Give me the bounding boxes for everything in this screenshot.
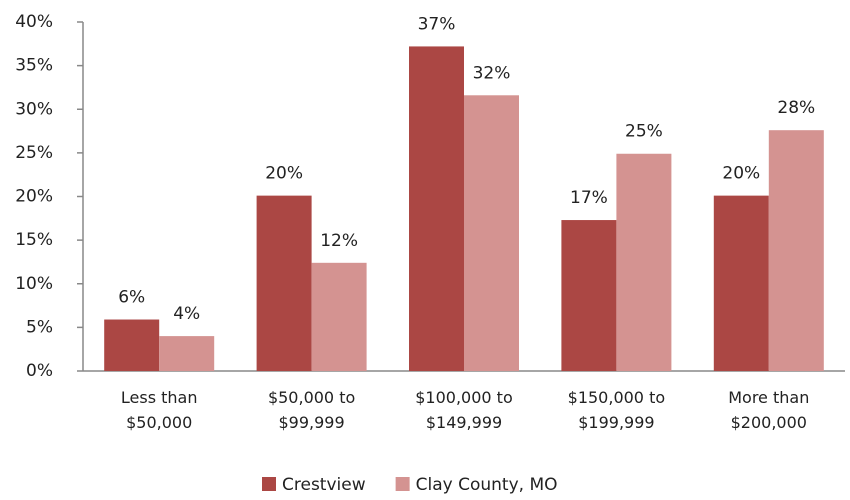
legend-swatch bbox=[262, 477, 276, 491]
legend-label: Clay County, MO bbox=[416, 475, 558, 495]
y-tick-label: 35% bbox=[15, 56, 53, 76]
bar bbox=[256, 195, 312, 371]
y-tick-label: 25% bbox=[15, 143, 53, 163]
bar bbox=[311, 262, 367, 371]
y-tick-label: 15% bbox=[15, 230, 53, 250]
data-label: 4% bbox=[173, 304, 200, 324]
x-tick-label: $50,000 to $99,999 bbox=[267, 388, 356, 432]
data-label: 20% bbox=[265, 164, 303, 184]
bar bbox=[713, 195, 769, 371]
y-tick-label: 5% bbox=[26, 317, 53, 337]
data-label: 20% bbox=[722, 164, 760, 184]
data-label: 12% bbox=[320, 231, 358, 251]
bar bbox=[409, 46, 464, 372]
x-tick-label: Less than $50,000 bbox=[120, 388, 198, 432]
y-tick-label: 40% bbox=[15, 12, 53, 32]
x-tick-label: $100,000 to $149,999 bbox=[415, 388, 513, 432]
x-tick-label: $150,000 to $199,999 bbox=[567, 388, 666, 432]
bar bbox=[616, 153, 672, 371]
data-label: 28% bbox=[777, 98, 815, 118]
bar bbox=[464, 95, 519, 371]
data-label: 17% bbox=[570, 188, 608, 208]
y-tick-label: 10% bbox=[15, 274, 53, 294]
legend-label: Crestview bbox=[282, 475, 366, 495]
y-tick-label: 30% bbox=[15, 99, 53, 119]
data-label: 6% bbox=[118, 288, 145, 308]
y-tick-label: 0% bbox=[26, 361, 53, 381]
legend-swatch bbox=[395, 477, 410, 491]
bar bbox=[104, 319, 160, 371]
y-tick-label: 20% bbox=[15, 187, 53, 207]
x-tick-label: More than $200,000 bbox=[728, 388, 810, 432]
bar bbox=[561, 220, 617, 371]
data-label: 32% bbox=[473, 63, 511, 83]
bar bbox=[159, 336, 215, 371]
data-label: 25% bbox=[625, 122, 663, 142]
data-label: 37% bbox=[418, 14, 456, 34]
bar bbox=[768, 130, 824, 371]
